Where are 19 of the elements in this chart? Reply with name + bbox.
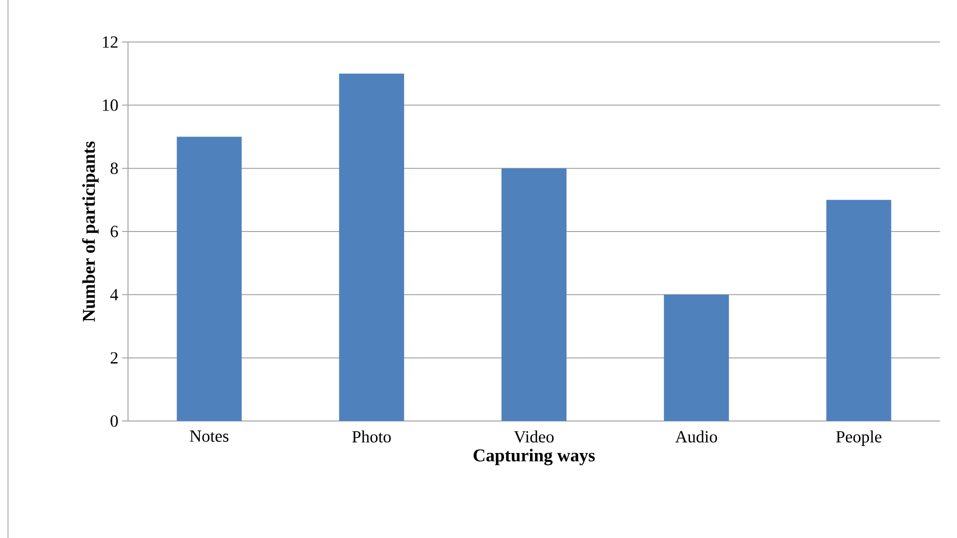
y-tick-label: 2 bbox=[110, 352, 118, 364]
y-tick-label: 0 bbox=[110, 415, 118, 427]
bar bbox=[664, 294, 729, 421]
bar bbox=[176, 136, 242, 421]
y-tick-label: 12 bbox=[102, 36, 118, 48]
y-tick-label: 10 bbox=[102, 99, 118, 111]
bar bbox=[339, 74, 404, 421]
y-tick-label: 4 bbox=[110, 289, 118, 300]
x-tick-label: Notes bbox=[190, 430, 228, 442]
x-tick-label: Photo bbox=[352, 430, 391, 442]
x-tick-label: People bbox=[836, 430, 882, 446]
bar bbox=[826, 200, 892, 421]
y-axis-title: Number of participants bbox=[82, 141, 99, 322]
bar bbox=[502, 168, 567, 421]
x-axis-title: Capturing ways bbox=[474, 448, 595, 466]
y-tick-label: 6 bbox=[110, 226, 118, 238]
x-tick-label: Video bbox=[514, 430, 554, 443]
x-tick-label: Audio bbox=[675, 430, 718, 442]
y-tick-label: 8 bbox=[110, 162, 118, 174]
